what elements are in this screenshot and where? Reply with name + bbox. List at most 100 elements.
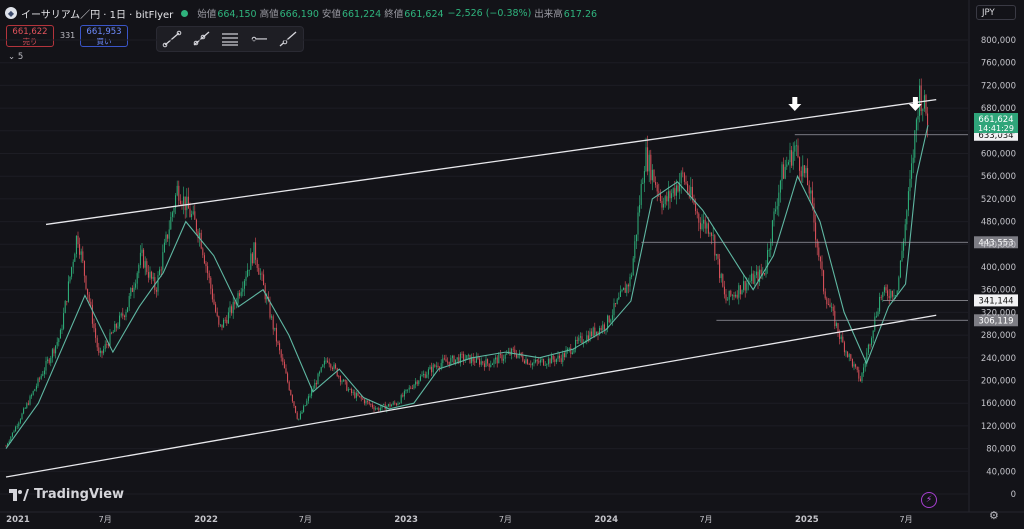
price-axis[interactable]: 0 40,000 80,000 120,000 160,000 200,000 240,00… [981, 36, 1016, 500]
candle-body [530, 364, 532, 366]
candle-body [879, 296, 881, 312]
candle-body [635, 234, 637, 242]
candle-body [343, 379, 345, 382]
indicators-toggle[interactable]: ⌄ 5 [8, 52, 23, 62]
candle-body [143, 249, 145, 268]
candle-body [53, 349, 55, 354]
candle-body [111, 332, 113, 334]
candle-body [821, 261, 823, 271]
candle-body [282, 357, 284, 362]
candle-body [725, 294, 727, 301]
ethereum-icon: ◆ [5, 7, 17, 19]
y-tick-label: 280,000 [981, 331, 1016, 341]
candle-body [807, 168, 809, 186]
candle-body [24, 407, 26, 409]
x-tick-label: 7月 [99, 515, 112, 524]
candle-body [221, 324, 223, 328]
candle-body [434, 364, 436, 367]
candle-body [205, 263, 207, 267]
buy-price: 661,953 [86, 27, 122, 37]
candle-body [223, 319, 225, 328]
candle-body [816, 239, 818, 248]
candle-body [23, 408, 25, 414]
x-tick-label: 7月 [699, 515, 712, 524]
tradingview-watermark[interactable]: TradingView [9, 487, 124, 502]
candle-body [159, 269, 161, 276]
candle-body [103, 349, 105, 354]
horizontal-line-label: 633,034 [978, 131, 1013, 141]
candle-body [455, 359, 457, 364]
ohlc-high: 高値666,190 [259, 9, 319, 20]
candle-body [506, 353, 508, 355]
y-tick-label: 80,000 [986, 445, 1016, 455]
candle-body [487, 359, 489, 364]
last-price-countdown: 14:41:29 [978, 124, 1014, 133]
candle-body [130, 288, 132, 297]
candle-body [923, 95, 925, 109]
candle-body [712, 235, 714, 237]
candle-body [837, 323, 839, 334]
ray-tool-icon[interactable] [191, 30, 211, 48]
symbol-title[interactable]: イーサリアム／円 · 1日 · bitFlyer [21, 9, 174, 21]
candle-body [218, 316, 220, 325]
candle-body [408, 387, 410, 390]
parallel-channel-tool-icon[interactable] [220, 30, 240, 48]
candle-body [853, 364, 855, 367]
candle-body [664, 196, 666, 204]
candle-body [586, 335, 588, 342]
candle-body [419, 376, 421, 381]
candle-body [706, 223, 708, 229]
candle-body [226, 319, 228, 324]
candle-body [72, 261, 74, 268]
candle-body [107, 344, 109, 346]
candle-body [909, 178, 911, 192]
x-tick-label: 7月 [900, 515, 913, 524]
candle-body [639, 205, 641, 213]
candle-body [602, 324, 604, 331]
candle-body [133, 287, 135, 292]
candle-body [682, 172, 684, 174]
candle-body [618, 296, 620, 300]
candle-body [304, 405, 306, 407]
gear-icon[interactable]: ⚙ [989, 509, 999, 522]
candle-body [680, 172, 682, 183]
candle-body [722, 274, 724, 287]
trend-line-tool-icon[interactable] [162, 30, 182, 48]
candle-body [216, 311, 218, 317]
candle-body [16, 426, 18, 427]
candle-body [856, 366, 858, 370]
candle-body [695, 203, 697, 212]
candle-body [480, 361, 482, 365]
y-tick-label: 800,000 [981, 36, 1016, 46]
candle-body [655, 181, 657, 185]
candle-body [640, 183, 642, 206]
candle-body [736, 294, 738, 298]
candle-body [171, 212, 173, 217]
candle-body [138, 265, 140, 274]
candle-body [176, 185, 178, 196]
candle-body [539, 360, 541, 363]
candle-body [698, 213, 700, 223]
currency-select[interactable]: JPY [976, 5, 1016, 20]
candle-body [491, 363, 493, 365]
time-axis[interactable]: 2021 7月 2022 7月 2023 7月 2024 7月 2025 7月 [6, 515, 912, 525]
candle-body [114, 323, 116, 332]
candle-body [112, 331, 114, 334]
lightning-icon[interactable]: ⚡ [921, 492, 937, 508]
ohlc-volume: 出来高617.26 [534, 9, 598, 20]
candle-body [461, 353, 463, 355]
market-status-icon [181, 9, 189, 17]
candle-body [117, 326, 119, 328]
candle-body [475, 356, 477, 363]
candle-body [367, 400, 369, 402]
sell-button[interactable]: 661,622 売り [6, 25, 54, 47]
buy-button[interactable]: 661,953 買い [80, 25, 128, 47]
candle-body [26, 403, 28, 408]
candle-body [213, 299, 215, 305]
candle-body [88, 294, 90, 302]
candle-body [683, 173, 685, 182]
candle-body [619, 291, 621, 297]
candle-body [904, 224, 906, 242]
